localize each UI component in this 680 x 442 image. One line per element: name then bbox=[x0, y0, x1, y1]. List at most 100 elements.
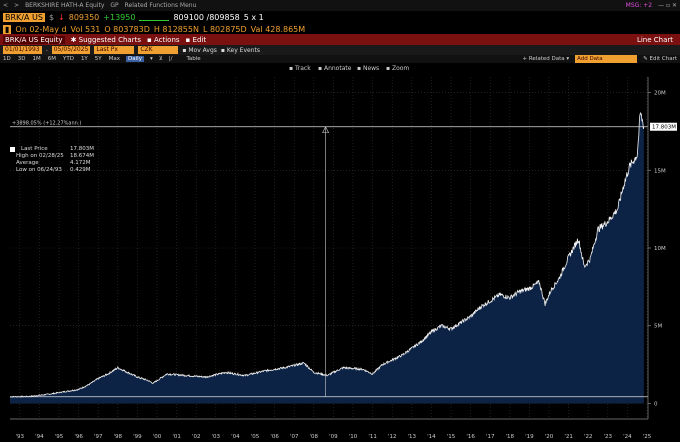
last-price-tag bbox=[650, 122, 677, 131]
chart-tool-annotate[interactable]: ▪ Annotate bbox=[318, 65, 352, 72]
related-data-button[interactable]: + Related Data ▾ bbox=[522, 56, 570, 62]
x-tick-label: '12 bbox=[388, 434, 397, 440]
key-events-label: Key Events bbox=[226, 46, 260, 54]
gp-label[interactable]: GP bbox=[110, 2, 119, 9]
chart-type-icon[interactable]: ⊻ bbox=[158, 56, 163, 62]
chart-tools: ▪ Track ▪ Annotate ▪ News ▪ Zoom bbox=[289, 65, 409, 72]
period-button-3d[interactable]: 3D bbox=[17, 56, 26, 62]
x-tick-label: '17 bbox=[486, 434, 495, 440]
period-buttons: 1D 3D 1M 6M YTD 1Y 5Y Max bbox=[3, 56, 120, 62]
msg-indicator[interactable]: MSG: +2 bbox=[625, 2, 653, 9]
currency-select[interactable]: CZK bbox=[138, 46, 179, 54]
traded-value: Val 428.865M bbox=[250, 24, 306, 34]
last-price: 809350 bbox=[68, 13, 100, 22]
x-tick-label: '98 bbox=[114, 434, 123, 440]
x-tick-label: '96 bbox=[74, 434, 83, 440]
period-button-5y[interactable]: 5Y bbox=[94, 56, 102, 62]
x-tick-label: '13 bbox=[408, 434, 417, 440]
x-tick-label: '16 bbox=[466, 434, 475, 440]
period-button-max[interactable]: Max bbox=[108, 56, 121, 62]
suggested-charts-button[interactable]: ✱ Suggested Charts bbox=[70, 35, 141, 44]
x-tick-label: '07 bbox=[290, 434, 299, 440]
price-chart[interactable]: ▪ Track ▪ Annotate ▪ News ▪ Zoom +3898.05% … bbox=[0, 63, 680, 442]
frequency-chevron-icon[interactable]: ▾ bbox=[149, 56, 153, 62]
ticker-badge: BRK/A US bbox=[3, 13, 45, 22]
legend-low-value: 0.429M bbox=[70, 167, 91, 173]
period-button-1y[interactable]: 1Y bbox=[80, 56, 88, 62]
back-arrow-icon[interactable]: < bbox=[3, 2, 9, 9]
x-tick-label: '25 bbox=[643, 434, 652, 440]
suggested-charts-label: Suggested Charts bbox=[78, 35, 141, 44]
security-field[interactable]: BRK/A US Equity bbox=[3, 35, 65, 44]
x-tick-label: '20 bbox=[545, 434, 554, 440]
down-arrow-icon: ↓ bbox=[58, 13, 65, 22]
x-tick-label: '03 bbox=[212, 434, 221, 440]
x-tick-label: '24 bbox=[623, 434, 632, 440]
x-tick-label: '97 bbox=[94, 434, 103, 440]
chart-grid bbox=[10, 77, 648, 419]
return-annotation: +3898.05% (+12.27%ann.) bbox=[12, 121, 81, 127]
period-button-1m[interactable]: 1M bbox=[32, 56, 41, 62]
mov-avgs-toggle[interactable]: ▪ Mov Avgs bbox=[182, 46, 217, 54]
legend-low-label: Low on 06/24/93 bbox=[16, 167, 62, 173]
price-area bbox=[10, 113, 644, 404]
key-events-toggle[interactable]: ▪ Key Events bbox=[220, 46, 260, 54]
x-tick-label: '22 bbox=[584, 434, 593, 440]
security-title[interactable]: BERKSHIRE HATH-A Equity bbox=[25, 2, 105, 9]
function-toolbar: BRK/A US Equity ✱ Suggested Charts ▪ Act… bbox=[0, 34, 680, 45]
bar-chart-icon: ▮ bbox=[3, 24, 12, 34]
x-tick-label: '11 bbox=[368, 434, 377, 440]
y-tick-label: 0 bbox=[654, 401, 658, 407]
end-date-input[interactable]: 05/05/2025 bbox=[51, 46, 91, 54]
actions-button[interactable]: ▪ Actions bbox=[146, 35, 180, 44]
x-tick-label: '04 bbox=[231, 434, 240, 440]
legend-average: Average 4.172M bbox=[10, 160, 91, 167]
quote-date: On 02-May d bbox=[15, 24, 67, 34]
related-functions-menu[interactable]: Related Functions Menu bbox=[124, 2, 197, 9]
chart-tool-track[interactable]: ▪ Track bbox=[289, 65, 311, 72]
table-button[interactable]: Table bbox=[186, 56, 201, 62]
x-tick-label: '14 bbox=[427, 434, 436, 440]
chart-axes: 0 5M 10M 15M 20M '93 '94 '95 '96 '97 '98 '99 '00 '01 '… bbox=[10, 77, 677, 440]
x-tick-label: '08 bbox=[310, 434, 319, 440]
period-button-1d[interactable]: 1D bbox=[3, 56, 11, 62]
mov-avgs-label: Mov Avgs bbox=[188, 46, 217, 54]
chart-tool-zoom[interactable]: ▪ Zoom bbox=[386, 65, 409, 72]
period-button-ytd[interactable]: YTD bbox=[62, 56, 74, 62]
legend-last-price-label: Last Price bbox=[21, 146, 48, 152]
x-tick-label: '93 bbox=[16, 434, 25, 440]
edit-button[interactable]: ▪ Edit bbox=[185, 35, 207, 44]
x-tick-label: '02 bbox=[192, 434, 201, 440]
chart-legend: Last Price 17.803M High on 02/28/25 18.674… bbox=[10, 146, 94, 174]
x-tick-label: '10 bbox=[349, 434, 358, 440]
x-tick-label: '95 bbox=[55, 434, 64, 440]
price-line bbox=[9, 111, 645, 398]
field-select[interactable]: Last Px bbox=[94, 46, 135, 54]
chart-tool-news[interactable]: ▪ News bbox=[357, 65, 379, 72]
x-tick-label: '15 bbox=[447, 434, 456, 440]
y-tick-label: 5M bbox=[654, 324, 662, 330]
frequency-select[interactable]: Daily bbox=[126, 56, 144, 62]
scale-icon[interactable]: |/ bbox=[168, 56, 173, 62]
x-tick-label: '09 bbox=[329, 434, 338, 440]
window-controls-icon[interactable]: — ▫ ✕ bbox=[658, 2, 677, 9]
quote-detail-line: ▮ On 02-May d Vol 531 O 803783D H 812855… bbox=[0, 24, 680, 34]
quote-line: BRK/A US $ ↓ 809350 +13950 809100 /80985… bbox=[0, 11, 680, 24]
add-data-input[interactable]: Add Data bbox=[575, 55, 638, 63]
x-tick-label: '99 bbox=[133, 434, 142, 440]
period-bar: 1D 3D 1M 6M YTD 1Y 5Y Max Daily ▾ ⊻ |/ Table + … bbox=[0, 55, 680, 63]
forward-arrow-icon[interactable]: > bbox=[14, 2, 20, 9]
legend-low: Low on 06/24/93 0.429M bbox=[10, 167, 91, 174]
x-tick-label: '23 bbox=[604, 434, 613, 440]
date-separator: - bbox=[45, 46, 48, 54]
edit-label: Edit bbox=[192, 35, 207, 44]
start-date-input[interactable]: 01/01/1993 bbox=[3, 46, 42, 54]
period-button-6m[interactable]: 6M bbox=[47, 56, 56, 62]
legend-last-price: Last Price 17.803M bbox=[10, 146, 94, 153]
x-tick-label: '18 bbox=[506, 434, 515, 440]
low-price: L 802875D bbox=[202, 24, 247, 34]
legend-average-value: 4.172M bbox=[70, 160, 91, 166]
high-price: H 812855N bbox=[153, 24, 199, 34]
edit-chart-button[interactable]: ✎ Edit Chart bbox=[643, 56, 677, 62]
x-tick-label: '05 bbox=[251, 434, 260, 440]
